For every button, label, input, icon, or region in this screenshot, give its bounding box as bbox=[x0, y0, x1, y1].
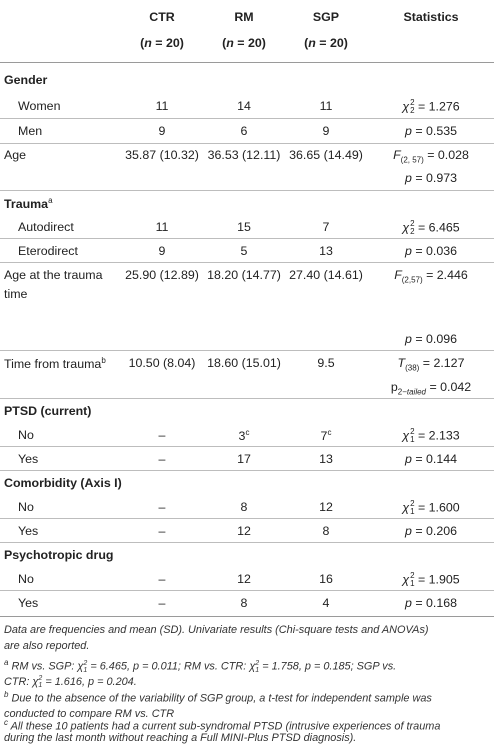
header-ctr: CTR bbox=[149, 10, 175, 24]
section-title: Traumaa bbox=[4, 196, 53, 212]
cell-sgp: 8 bbox=[322, 524, 330, 538]
header-rm-n: (n = 20) bbox=[222, 36, 266, 50]
row-label: Eterodirect bbox=[18, 244, 78, 258]
cell-ctr: – bbox=[158, 524, 166, 538]
row-label: No bbox=[18, 428, 34, 442]
row-divider bbox=[0, 190, 494, 191]
cell-stat: p = 0.096 bbox=[404, 332, 458, 346]
header-rm: RM bbox=[234, 10, 254, 24]
section-title: PTSD (current) bbox=[4, 404, 92, 418]
cell-rm: 18.60 (15.01) bbox=[207, 356, 281, 370]
cell-stat: p = 0.168 bbox=[404, 596, 458, 610]
row-label: No bbox=[18, 572, 34, 586]
cell-stat: p = 0.206 bbox=[404, 524, 458, 538]
cell-stat: χ2 2 = 6.465 bbox=[402, 219, 460, 236]
cell-rm: 12 bbox=[237, 572, 251, 586]
cell-stat: χ2 1 = 2.133 bbox=[402, 427, 460, 444]
header-divider bbox=[0, 62, 494, 63]
row-divider bbox=[0, 518, 494, 519]
cell-rm: 15 bbox=[237, 220, 251, 234]
cell-stat: F(2, 57) = 0.028 bbox=[393, 148, 469, 165]
row-label-cont: time bbox=[4, 287, 28, 301]
row-divider bbox=[0, 118, 494, 119]
cell-sgp: 4 bbox=[322, 596, 330, 610]
row-label: Age bbox=[4, 148, 27, 162]
row-divider bbox=[0, 470, 494, 471]
cell-stat: χ2 1 = 1.600 bbox=[402, 499, 460, 516]
header-sgp: SGP bbox=[312, 10, 340, 24]
cell-rm: 5 bbox=[240, 244, 248, 258]
row-divider bbox=[0, 143, 494, 144]
header-statistics: Statistics bbox=[403, 10, 459, 24]
cell-rm: 14 bbox=[237, 99, 251, 113]
cell-ctr: – bbox=[158, 596, 166, 610]
cell-ctr: 35.87 (10.32) bbox=[125, 148, 199, 162]
cell-ctr: 10.50 (8.04) bbox=[128, 356, 196, 370]
cell-rm: 8 bbox=[240, 596, 248, 610]
cell-rm: 8 bbox=[240, 500, 248, 514]
cell-ctr: – bbox=[158, 428, 166, 442]
cell-stat: T(38) = 2.127 bbox=[397, 356, 465, 373]
cell-sgp: 7 bbox=[322, 220, 330, 234]
cell-ctr: 9 bbox=[158, 244, 166, 258]
section-title: Comorbidity (Axis I) bbox=[4, 476, 122, 490]
row-label: Women bbox=[18, 99, 61, 113]
cell-sgp: 16 bbox=[319, 572, 333, 586]
row-divider bbox=[0, 350, 494, 351]
cell-rm: 3c bbox=[238, 428, 250, 444]
row-divider bbox=[0, 590, 494, 591]
row-divider bbox=[0, 542, 494, 543]
row-divider bbox=[0, 262, 494, 263]
cell-ctr: – bbox=[158, 572, 166, 586]
row-label: Age at the trauma bbox=[4, 268, 103, 282]
cell-stat: p = 0.535 bbox=[404, 124, 458, 138]
header-ctr-n: (n = 20) bbox=[140, 36, 184, 50]
cell-sgp: 13 bbox=[319, 452, 333, 466]
cell-rm: 6 bbox=[240, 124, 248, 138]
cell-ctr: 11 bbox=[155, 99, 169, 113]
cell-stat: F(2,57) = 2.446 bbox=[394, 268, 468, 285]
cell-sgp: 7c bbox=[320, 428, 332, 444]
cell-stat: p = 0.036 bbox=[404, 244, 458, 258]
footnote-b: b Due to the absence of the variability … bbox=[4, 690, 432, 721]
cell-stat: p = 0.973 bbox=[404, 171, 458, 185]
row-label: Time from traumab bbox=[4, 356, 106, 372]
cell-ctr: 25.90 (12.89) bbox=[125, 268, 199, 282]
cell-sgp: 9 bbox=[322, 124, 330, 138]
cell-ctr: – bbox=[158, 500, 166, 514]
row-divider bbox=[0, 446, 494, 447]
footnote-a: a RM vs. SGP: χ2 1 = 6.465, p = 0.011; RM… bbox=[4, 658, 397, 690]
cell-stat: χ2 2 = 1.276 bbox=[402, 98, 460, 115]
cell-sgp: 12 bbox=[319, 500, 333, 514]
row-label: Men bbox=[18, 124, 43, 138]
cell-ctr: 11 bbox=[155, 220, 169, 234]
footnote-main: Data are frequencies and mean (SD). Univ… bbox=[4, 624, 429, 652]
cell-sgp: 9.5 bbox=[317, 356, 335, 370]
cell-stat: p2−tailed = 0.042 bbox=[390, 380, 472, 397]
cell-rm: 18.20 (14.77) bbox=[207, 268, 281, 282]
cell-rm: 36.53 (12.11) bbox=[207, 148, 281, 162]
row-label: No bbox=[18, 500, 34, 514]
row-label: Autodirect bbox=[18, 220, 74, 234]
cell-sgp: 36.65 (14.49) bbox=[289, 148, 363, 162]
row-label: Yes bbox=[18, 596, 39, 610]
footnote-c: c All these 10 patients had a current su… bbox=[4, 718, 441, 745]
cell-sgp: 13 bbox=[319, 244, 333, 258]
cell-ctr: 9 bbox=[158, 124, 166, 138]
cell-rm: 17 bbox=[237, 452, 251, 466]
header-sgp-n: (n = 20) bbox=[304, 36, 348, 50]
cell-sgp: 27.40 (14.61) bbox=[289, 268, 363, 282]
cell-stat: χ2 1 = 1.905 bbox=[402, 571, 460, 588]
section-title: Psychotropic drug bbox=[4, 548, 114, 562]
cell-ctr: – bbox=[158, 452, 166, 466]
row-label: Yes bbox=[18, 524, 39, 538]
cell-sgp: 11 bbox=[319, 99, 333, 113]
row-divider bbox=[0, 238, 494, 239]
row-label: Yes bbox=[18, 452, 39, 466]
cell-stat: p = 0.144 bbox=[404, 452, 458, 466]
row-divider bbox=[0, 398, 494, 399]
cell-rm: 12 bbox=[237, 524, 251, 538]
section-title: Gender bbox=[4, 73, 48, 87]
table-bottom-divider bbox=[0, 616, 494, 617]
